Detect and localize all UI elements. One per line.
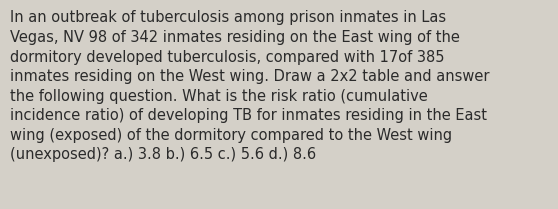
Text: In an outbreak of tuberculosis among prison inmates in Las
Vegas, NV 98 of 342 i: In an outbreak of tuberculosis among pri… bbox=[10, 10, 489, 162]
